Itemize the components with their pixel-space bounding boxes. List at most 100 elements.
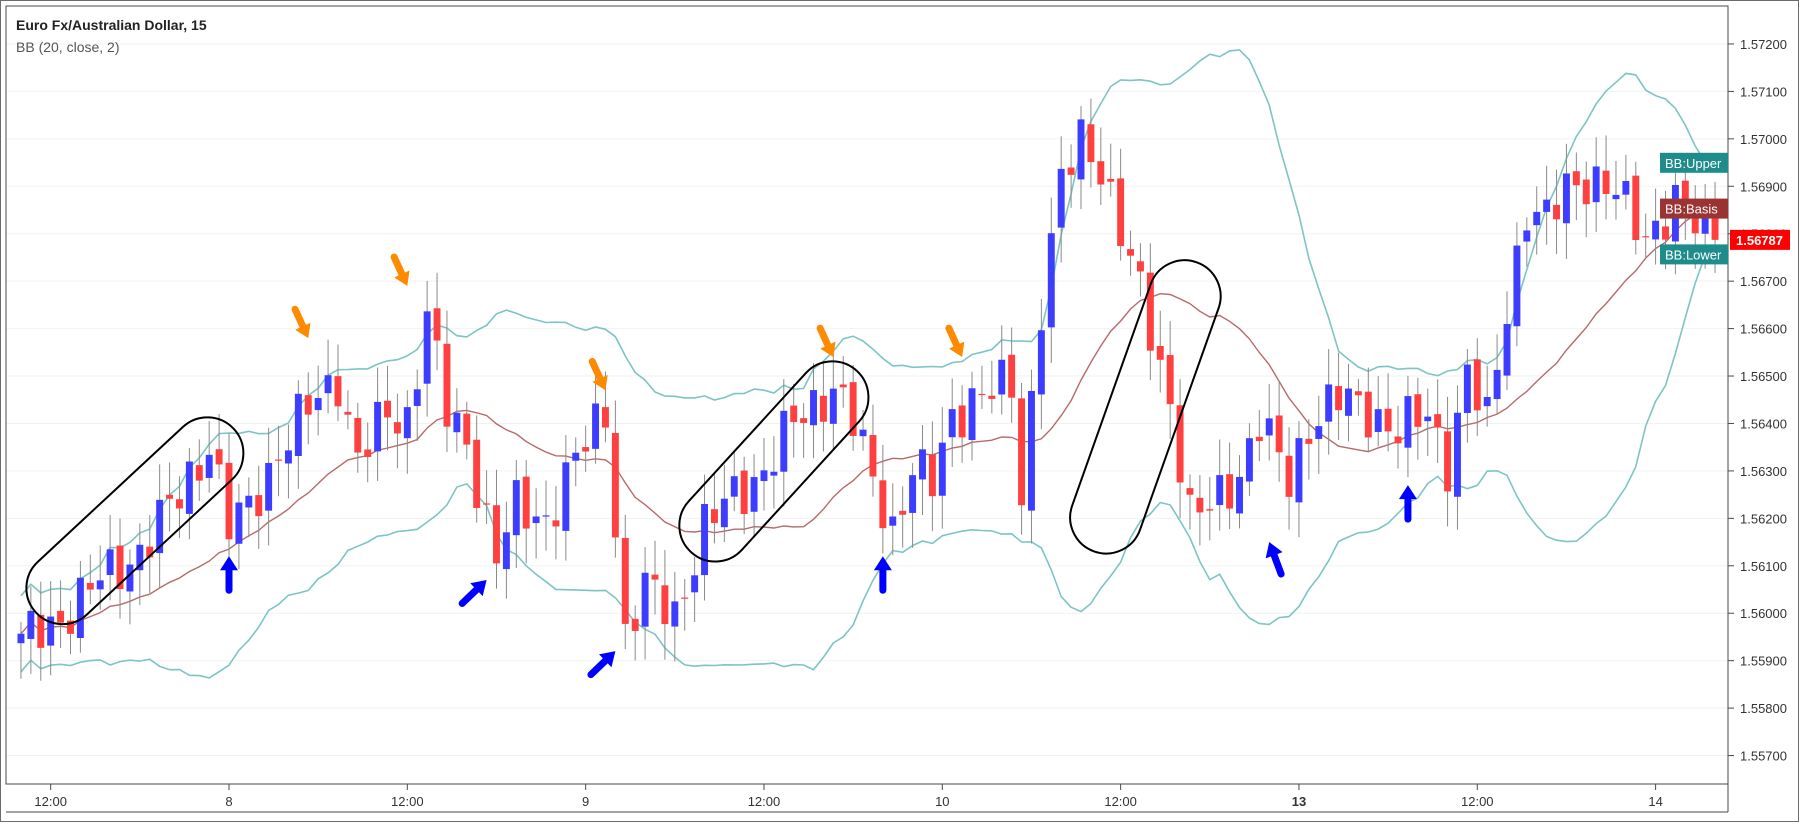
candle-body: [810, 390, 817, 426]
candle-body: [57, 610, 65, 623]
candle-body: [106, 549, 114, 576]
bb-upper-tag-bg: [1660, 152, 1728, 173]
candle-body: [1027, 390, 1035, 511]
last-price-tag: 1.56787: [1730, 229, 1790, 250]
candle-body: [96, 580, 104, 590]
candle-body: [47, 616, 55, 646]
sell-arrow-head: [394, 270, 410, 286]
candle-body: [1018, 398, 1026, 506]
bb-basis-line: [20, 207, 1716, 635]
y-tick-label: 1.55800: [1740, 701, 1787, 716]
candle-body: [433, 308, 441, 341]
candle-body: [344, 411, 352, 415]
candle-body: [770, 471, 778, 476]
candle-body: [1473, 359, 1481, 411]
candle-body: [1543, 199, 1551, 212]
bb-lower-line: [20, 253, 1716, 679]
candle-body: [562, 462, 570, 531]
sell-arrow: [390, 253, 410, 286]
candle-body: [601, 407, 609, 428]
candle-body: [1245, 438, 1253, 482]
candle-body: [859, 429, 867, 437]
candle-body: [1414, 394, 1422, 427]
candle-body: [275, 459, 283, 461]
candle-body: [1077, 119, 1085, 180]
candle-body: [1196, 497, 1204, 513]
bb-lower-tag-bg: [1660, 244, 1728, 265]
candle-body: [1354, 391, 1362, 396]
candle-body: [1513, 245, 1521, 327]
buy-arrow-head: [1265, 542, 1283, 559]
candle-body: [1384, 408, 1392, 432]
candle-body: [1622, 180, 1630, 195]
candle-body: [1008, 354, 1016, 398]
candle-body: [750, 477, 758, 512]
candle-body: [641, 572, 649, 627]
y-tick-label: 1.57100: [1740, 84, 1787, 99]
candle-body: [86, 582, 94, 590]
x-tick-label: 13: [1292, 794, 1306, 809]
candle-body: [304, 395, 312, 415]
candle-body: [265, 462, 273, 511]
candle-body: [879, 480, 887, 529]
candle-body: [1553, 204, 1561, 220]
bb-basis-tag-bg: [1660, 198, 1728, 219]
candle-body: [294, 393, 302, 457]
candle-body: [215, 449, 223, 465]
indicator-label[interactable]: BB (20, close, 2): [16, 39, 120, 55]
candle-body: [1701, 210, 1709, 234]
candle-body: [1424, 416, 1432, 422]
candle-body: [1493, 369, 1501, 400]
candle-body: [136, 544, 144, 571]
candle-body: [1127, 249, 1135, 256]
x-tick-label: 14: [1648, 794, 1662, 809]
candle-body: [453, 412, 461, 433]
candle-body: [681, 597, 689, 599]
candle-body: [1662, 226, 1669, 240]
y-tick-label: 1.56900: [1740, 179, 1787, 194]
candle-body: [1285, 455, 1293, 497]
buy-arrow-head: [873, 556, 892, 571]
x-tick-label: 9: [582, 794, 589, 809]
x-tick-label: 12:00: [34, 794, 67, 809]
candle-body: [1265, 418, 1273, 436]
candle-body: [1176, 405, 1184, 483]
candle-body: [978, 393, 986, 396]
buy-arrow-head: [220, 556, 238, 571]
candle-body: [483, 503, 491, 505]
sell-arrow-head: [949, 341, 965, 358]
candle-body: [849, 382, 857, 436]
candle-body: [354, 417, 362, 453]
candle-body: [324, 375, 332, 394]
candle-body: [1572, 171, 1580, 186]
candle-body: [1503, 323, 1511, 376]
candle-body: [1533, 211, 1541, 226]
candle-body: [1255, 436, 1263, 442]
candle-body: [1444, 431, 1452, 492]
y-tick-label: 1.56000: [1740, 606, 1787, 621]
consolidation-box: [678, 360, 870, 563]
candle-body: [1335, 386, 1343, 411]
candle-body: [384, 400, 391, 418]
candle-body: [1434, 414, 1442, 428]
candle-body: [146, 546, 154, 558]
y-tick-label: 1.55700: [1740, 749, 1787, 764]
bb-basis-tag: BB:Basis: [1660, 198, 1728, 219]
candle-body: [205, 454, 213, 478]
candle-body: [314, 398, 322, 411]
buy-arrow: [1265, 542, 1285, 578]
candle-body: [1602, 170, 1610, 194]
candle-body: [284, 450, 292, 464]
grid: [6, 43, 1728, 757]
buy-arrow-shaft: [458, 586, 481, 607]
candle-body: [1404, 396, 1412, 448]
y-tick-label: 1.56600: [1740, 322, 1787, 337]
candle-body: [1612, 194, 1620, 200]
candle-body: [126, 564, 134, 592]
x-tick-label: 10: [935, 794, 949, 809]
bb-upper-tag-text: BB:Upper: [1665, 156, 1722, 171]
candle-body: [1186, 488, 1194, 495]
symbol-title[interactable]: Euro Fx/Australian Dollar, 15: [16, 17, 207, 33]
